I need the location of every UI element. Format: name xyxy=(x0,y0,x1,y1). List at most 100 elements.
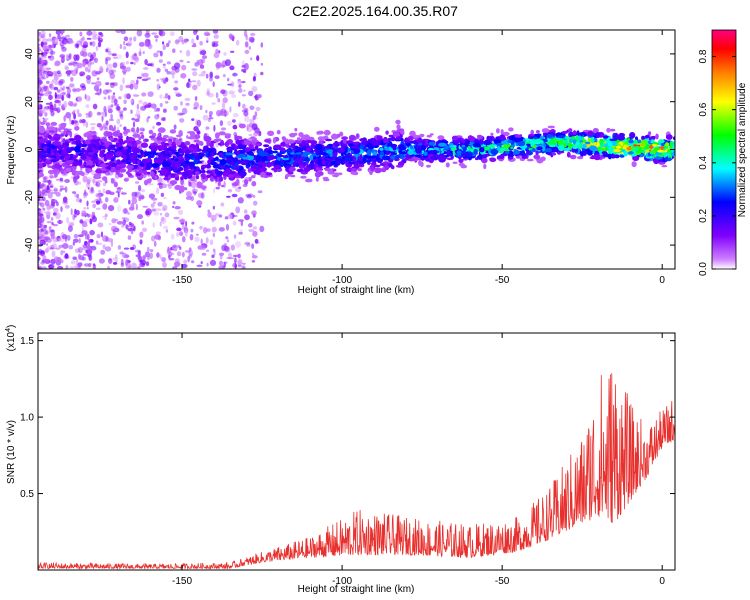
spectrogram-speckle xyxy=(41,241,47,245)
spectrogram-image xyxy=(38,30,675,269)
spectrogram-speckle xyxy=(105,190,112,195)
spectrogram-speckle xyxy=(60,249,64,256)
spectrogram-speckle xyxy=(89,58,92,62)
spectrogram-cell xyxy=(285,173,291,177)
spectrogram-cell xyxy=(63,155,71,160)
spectrogram-cell xyxy=(118,144,123,148)
spectrogram-speckle xyxy=(38,198,45,201)
spectrogram-speckle xyxy=(132,94,140,97)
spectrogram-speckle xyxy=(94,92,100,95)
spectrogram-speckle xyxy=(180,101,183,106)
spectrogram-cell xyxy=(217,181,222,187)
spectrogram-speckle xyxy=(230,81,235,88)
spectrogram-cell xyxy=(607,146,614,153)
spectrogram-speckle xyxy=(196,79,201,87)
spectrogram-speckle xyxy=(192,84,198,91)
spectrogram-cell xyxy=(358,164,365,168)
spectrogram-speckle xyxy=(244,107,249,113)
spectrogram-speckle xyxy=(79,119,82,124)
spectrogram-speckle xyxy=(154,208,157,212)
spectrogram-cell xyxy=(172,137,177,142)
spectrogram-speckle xyxy=(111,229,118,232)
spectrogram-speckle xyxy=(134,56,139,62)
spectrogram-speckle xyxy=(118,96,122,100)
spectrogram-cell xyxy=(296,137,301,141)
spectrogram-speckle xyxy=(112,56,118,59)
spectrogram-cell xyxy=(431,156,439,161)
spectrogram-cell xyxy=(175,163,180,168)
spectrogram-speckle xyxy=(76,193,80,199)
spectrogram-speckle xyxy=(185,196,192,201)
spectrogram-speckle xyxy=(142,255,146,261)
spectrogram-speckle xyxy=(139,42,145,48)
spectrogram-speckle xyxy=(85,121,89,128)
spectrogram-cell xyxy=(404,138,410,142)
spectrogram-speckle xyxy=(232,263,238,268)
spectrogram-speckle xyxy=(104,109,108,113)
spectrogram-speckle xyxy=(78,238,81,244)
spectrogram-speckle xyxy=(45,247,49,254)
spectrogram-speckle xyxy=(235,206,241,214)
spectrogram-cell xyxy=(180,176,184,181)
spectrogram-cell xyxy=(599,155,603,159)
spectrogram-cell xyxy=(374,126,380,132)
spectrogram-speckle xyxy=(126,93,131,100)
colorbar-tick-label: 0.4 xyxy=(698,155,709,169)
spectrogram-speckle xyxy=(198,59,204,66)
spectrogram-speckle xyxy=(70,260,76,265)
spectrogram-speckle xyxy=(107,265,111,269)
spectrogram-cell xyxy=(84,165,92,168)
spectrogram-cell xyxy=(305,178,313,183)
spectrogram-speckle xyxy=(116,186,121,194)
spectrogram-speckle xyxy=(174,66,180,73)
spectrogram-speckle xyxy=(138,51,142,57)
spectrogram-speckle xyxy=(226,195,231,198)
spectrogram-cell xyxy=(644,135,650,139)
spectrogram-speckle xyxy=(208,110,213,116)
spectrogram-cell xyxy=(645,144,650,150)
spectrogram-speckle xyxy=(76,43,80,48)
spectrogram-cell xyxy=(452,161,458,164)
spectrogram-speckle xyxy=(74,102,78,107)
spectrogram-speckle xyxy=(38,189,41,196)
spectrogram-speckle xyxy=(58,244,64,248)
spectrogram-speckle xyxy=(141,220,144,225)
spectrogram-speckle xyxy=(39,230,46,237)
spectrogram-speckle xyxy=(192,42,197,47)
spectrogram-speckle xyxy=(80,50,85,57)
spectrogram-speckle xyxy=(122,208,128,214)
spectrogram-cell xyxy=(147,179,151,184)
spectrogram-speckle xyxy=(179,231,184,237)
spectrogram-speckle xyxy=(227,77,230,82)
spectrogram-speckle xyxy=(252,76,256,82)
spectrogram-speckle xyxy=(87,187,90,190)
spectrogram-speckle xyxy=(176,227,182,232)
spectrogram-cell xyxy=(122,131,129,135)
spectrogram-cell xyxy=(86,160,94,167)
spectrogram-cell xyxy=(572,130,577,135)
spectrogram-cell xyxy=(518,141,526,147)
spectrogram-speckle xyxy=(40,228,44,233)
spectrogram-speckle xyxy=(112,262,118,265)
spectrogram-speckle xyxy=(117,192,120,198)
spectrogram-cell xyxy=(91,154,97,160)
spectrogram-cell xyxy=(633,144,638,147)
spectrogram-speckle xyxy=(169,252,175,256)
spectrogram-speckle xyxy=(243,89,246,92)
spectrogram-cell xyxy=(336,133,341,138)
spectrogram-cell xyxy=(114,151,123,157)
spectrogram-speckle xyxy=(69,83,75,88)
spectrogram-speckle xyxy=(162,207,166,212)
spectrogram-speckle xyxy=(157,201,163,207)
spectrogram-cell xyxy=(657,149,664,153)
spectrogram-speckle xyxy=(156,67,161,73)
spectrogram-speckle xyxy=(251,86,258,93)
spectrogram-speckle xyxy=(154,234,161,240)
spectrogram-speckle xyxy=(38,68,42,73)
spectrogram-cell xyxy=(426,134,432,138)
spectrogram-speckle xyxy=(91,200,96,203)
spectrogram-cell xyxy=(417,137,423,144)
spectrogram-speckle xyxy=(156,208,162,212)
spectrogram-speckle xyxy=(210,214,217,222)
spectrogram-speckle xyxy=(61,234,68,240)
